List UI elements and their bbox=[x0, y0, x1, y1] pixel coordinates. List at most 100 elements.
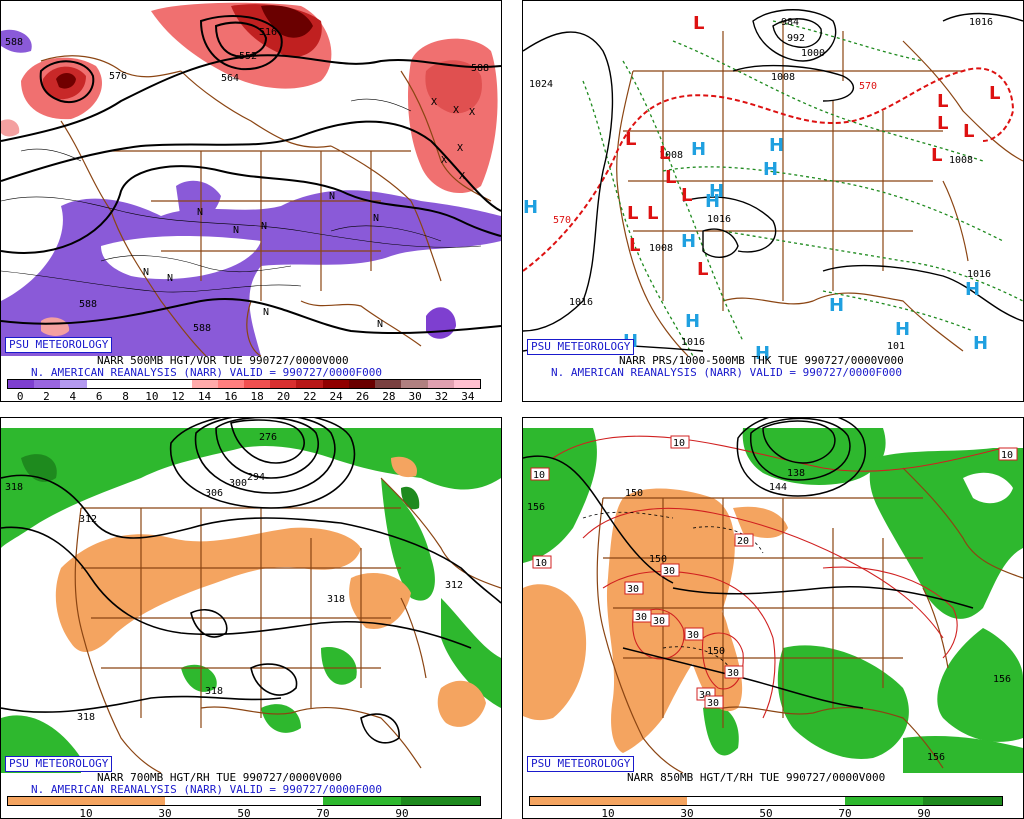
colorbar-tick-label: 0 bbox=[16, 390, 24, 402]
low-pressure-marker: L bbox=[625, 129, 636, 150]
low-pressure-marker: L bbox=[963, 121, 974, 142]
contour-label: 138 bbox=[787, 468, 805, 479]
high-pressure-marker: H bbox=[763, 159, 778, 180]
contour-label: 588 bbox=[79, 299, 97, 310]
colorbar-swatch bbox=[86, 380, 113, 388]
geography-lines bbox=[596, 467, 1023, 774]
temperature-box bbox=[660, 563, 680, 577]
temperature-box bbox=[530, 467, 550, 481]
contour-label: 1016 bbox=[969, 17, 993, 28]
colorbar-swatch bbox=[296, 380, 323, 388]
low-pressure-marker: L bbox=[629, 235, 640, 256]
colorbar-tick-label: 10 bbox=[79, 807, 93, 819]
contour-label: 576 bbox=[109, 71, 127, 82]
vorticity-min-marker: N bbox=[233, 225, 239, 236]
low-pressure-marker: L bbox=[659, 143, 670, 164]
contour-labels: 588 576 516 552 564 588 588 588 bbox=[5, 27, 489, 334]
vorticity-contours bbox=[1, 98, 482, 293]
colorbar-swatch bbox=[60, 380, 87, 388]
colorbar-swatch bbox=[322, 380, 349, 388]
temperature-box-label: 30 bbox=[663, 566, 675, 577]
temperature-box-label: 30 bbox=[635, 612, 647, 623]
contour-label: 1016 bbox=[967, 269, 991, 280]
panel-caption: NARR 700MB HGT/RH TUE 990727/0000V000 bbox=[97, 771, 343, 784]
high-pressure-marker: H bbox=[829, 295, 844, 316]
height-contours bbox=[1, 15, 501, 335]
temperature-box-label: 10 bbox=[673, 438, 685, 449]
vorticity-min-marker: N bbox=[329, 191, 335, 202]
panel-caption: NARR 850MB HGT/T/RH TUE 990727/0000V000 bbox=[627, 771, 886, 784]
temperature-box-label: 30 bbox=[687, 630, 699, 641]
high-pressure-marker: H bbox=[769, 135, 784, 156]
colorbar-swatch bbox=[687, 797, 767, 805]
contour-label: 1016 bbox=[569, 297, 593, 308]
temperature-contours bbox=[552, 435, 1004, 719]
isobars bbox=[523, 9, 1023, 352]
high-pressure-marker: H bbox=[709, 181, 724, 202]
colorbar-tick-label: 30 bbox=[158, 807, 172, 819]
contour-label: 1008 bbox=[659, 150, 683, 161]
vorticity-min-marker: N bbox=[263, 307, 269, 318]
contour-label: 992 bbox=[787, 33, 805, 44]
colorbar-tick-label: 50 bbox=[759, 807, 773, 819]
temperature-box bbox=[532, 555, 552, 569]
colorbar-swatch bbox=[401, 380, 428, 388]
colorbar-swatch bbox=[766, 797, 845, 805]
panel-prs-thickness: 1024 984 992 1000 1008 1016 1016 1008 10… bbox=[522, 0, 1024, 402]
temperature-box-label: 30 bbox=[707, 698, 719, 709]
colorbar-tick-label: 6 bbox=[95, 390, 103, 402]
temperature-box bbox=[650, 613, 670, 627]
psu-meteorology-badge: PSU METEOROLOGY bbox=[5, 756, 113, 772]
colorbar-swatch bbox=[453, 380, 480, 388]
panel-valid-caption: N. AMERICAN REANALYSIS (NARR) VALID = 99… bbox=[31, 366, 382, 379]
vorticity-max-marker: X bbox=[459, 171, 465, 182]
colorbar-swatch bbox=[8, 797, 87, 805]
thickness-570-line bbox=[523, 67, 1015, 272]
geography-lines bbox=[616, 21, 1023, 357]
temperature-box bbox=[998, 447, 1018, 461]
colorbar-tick-label: 24 bbox=[329, 390, 343, 402]
low-pressure-marker: L bbox=[989, 83, 1000, 104]
colorbar-tick-label: 12 bbox=[171, 390, 185, 402]
colorbar-tick-label: 34 bbox=[461, 390, 475, 402]
contour-label: 588 bbox=[471, 63, 489, 74]
colorbar-swatch bbox=[270, 380, 297, 388]
temperature-box-label: 30 bbox=[627, 584, 639, 595]
contour-label: 306 bbox=[205, 488, 223, 499]
contour-label: 156 bbox=[927, 752, 945, 763]
colorbar-tick-label: 16 bbox=[224, 390, 238, 402]
psu-meteorology-badge: PSU METEOROLOGY bbox=[5, 337, 113, 353]
colorbar-swatch bbox=[34, 380, 61, 388]
colorbar-tick-label: 26 bbox=[355, 390, 370, 402]
vorticity-min-marker: N bbox=[167, 273, 173, 284]
colorbar-vorticity bbox=[7, 379, 481, 389]
temperature-box-label: 10 bbox=[535, 558, 547, 569]
contour-label: 318 bbox=[205, 686, 223, 697]
vorticity-max-marker: X bbox=[469, 107, 475, 118]
colorbar-swatch bbox=[8, 380, 35, 388]
map-500mb: 588 576 516 552 564 588 588 588 NN NNNNNN… bbox=[1, 2, 501, 357]
contour-label: 101 bbox=[887, 341, 905, 352]
temperature-box bbox=[624, 581, 644, 595]
contour-label: 1016 bbox=[707, 214, 731, 225]
contour-label: 564 bbox=[221, 73, 239, 84]
contour-label: 1008 bbox=[771, 72, 795, 83]
vorticity-min-marker: N bbox=[377, 319, 383, 330]
contour-label: 312 bbox=[445, 580, 463, 591]
colorbar-swatch bbox=[165, 380, 192, 388]
vorticity-max-marker: X bbox=[431, 97, 437, 108]
high-pressure-marker: H bbox=[523, 197, 538, 218]
contour-label: 552 bbox=[239, 51, 257, 62]
colorbar-tick-label: 70 bbox=[316, 807, 330, 819]
high-pressure-marker: H bbox=[895, 319, 910, 340]
colorbar-swatch bbox=[244, 797, 323, 805]
contour-labels: 318 312 306 300 294 276 318 318 312 318 bbox=[5, 432, 463, 723]
temperature-box-label: 10 bbox=[533, 470, 545, 481]
contour-label: 516 bbox=[259, 27, 277, 38]
contour-labels: 1024 984 992 1000 1008 1016 1016 1008 10… bbox=[529, 17, 993, 352]
panel-valid-caption: N. AMERICAN REANALYSIS (NARR) VALID = 99… bbox=[551, 366, 902, 379]
high-pressure-marker: H bbox=[755, 343, 770, 364]
contour-label: 984 bbox=[781, 17, 799, 28]
low-pressure-marker: L bbox=[937, 113, 948, 134]
